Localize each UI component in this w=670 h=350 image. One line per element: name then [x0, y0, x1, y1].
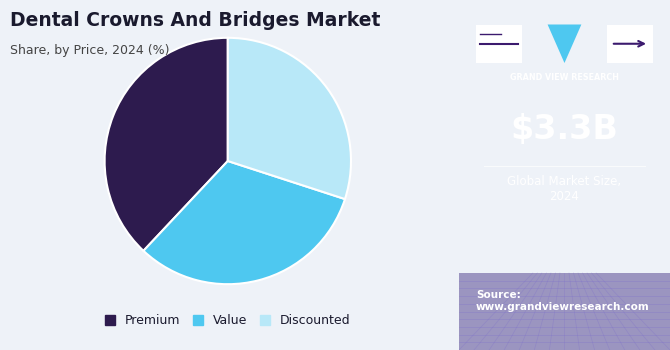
Legend: Premium, Value, Discounted: Premium, Value, Discounted: [105, 314, 350, 327]
Text: Source:
www.grandviewresearch.com: Source: www.grandviewresearch.com: [476, 290, 650, 312]
Polygon shape: [547, 25, 582, 63]
Bar: [607, 25, 653, 63]
Bar: [459, 273, 670, 350]
Wedge shape: [228, 38, 351, 199]
Wedge shape: [105, 38, 228, 251]
Text: Dental Crowns And Bridges Market: Dental Crowns And Bridges Market: [10, 10, 381, 29]
Text: GRAND VIEW RESEARCH: GRAND VIEW RESEARCH: [510, 74, 619, 83]
Text: Global Market Size,
2024: Global Market Size, 2024: [507, 175, 622, 203]
Text: Share, by Price, 2024 (%): Share, by Price, 2024 (%): [10, 44, 170, 57]
Wedge shape: [143, 161, 345, 284]
Text: $3.3B: $3.3B: [511, 113, 618, 146]
Bar: [476, 25, 523, 63]
